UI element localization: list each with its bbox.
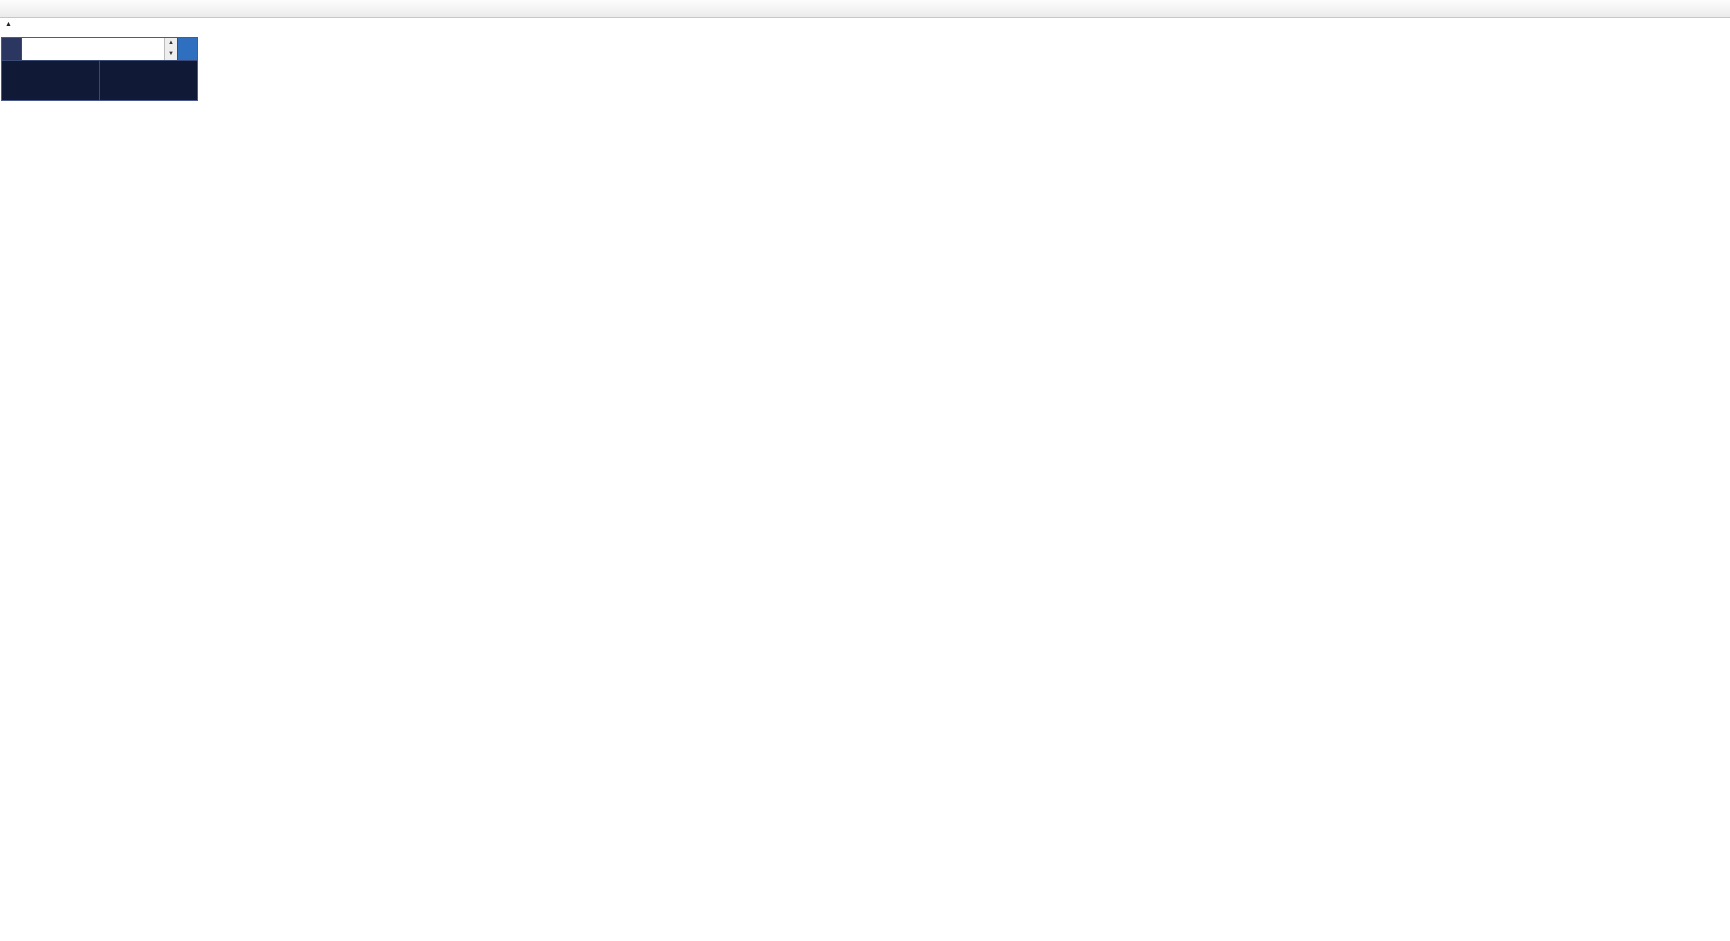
chart-canvas[interactable] <box>0 18 1730 941</box>
volume-field: ▲ ▼ <box>22 38 177 60</box>
sell-price[interactable] <box>2 61 99 100</box>
buy-price[interactable] <box>99 61 197 100</box>
volume-increase-button[interactable]: ▲ <box>165 38 177 49</box>
trade-panel-prices <box>2 61 197 100</box>
toolbar <box>0 0 1730 18</box>
trade-panel-controls: ▲ ▼ <box>2 38 197 61</box>
volume-input[interactable] <box>22 38 164 60</box>
one-click-trading-panel: ▲ ▼ <box>1 37 198 101</box>
sell-button[interactable] <box>2 38 22 60</box>
buy-button[interactable] <box>177 38 197 60</box>
chart-info: ▲ <box>5 21 42 28</box>
volume-decrease-button[interactable]: ▼ <box>165 49 177 60</box>
volume-stepper: ▲ ▼ <box>164 38 177 60</box>
symbol-marker-icon: ▲ <box>5 21 12 28</box>
